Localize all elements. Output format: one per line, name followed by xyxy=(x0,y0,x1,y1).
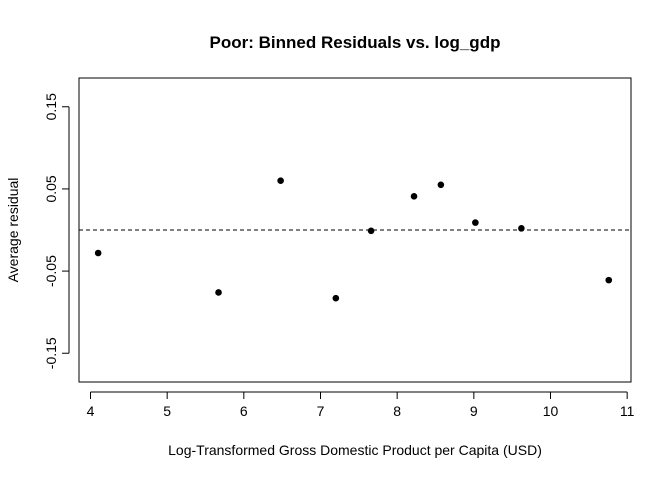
x-tick-label: 10 xyxy=(543,403,559,419)
data-point xyxy=(518,225,525,232)
y-tick-label: -0.05 xyxy=(43,255,59,287)
data-point xyxy=(215,289,222,296)
chart-title: Poor: Binned Residuals vs. log_gdp xyxy=(210,33,501,52)
x-tick-label: 6 xyxy=(240,403,248,419)
data-point xyxy=(332,294,340,302)
y-axis-label: Average residual xyxy=(5,178,21,283)
data-point xyxy=(410,193,418,200)
x-tick-label: 9 xyxy=(470,403,478,419)
data-points xyxy=(94,177,613,302)
x-tick-label: 7 xyxy=(317,403,325,419)
data-point xyxy=(94,249,102,257)
x-axis: 4 5 6 7 8 9 10 11 xyxy=(87,391,635,419)
x-tick-label: 11 xyxy=(620,403,635,419)
y-axis: -0.15 -0.05 0.05 0.15 xyxy=(43,93,70,369)
data-point xyxy=(605,276,613,284)
data-point xyxy=(472,219,479,226)
data-point xyxy=(437,181,445,189)
data-point xyxy=(367,227,375,235)
data-point xyxy=(277,177,284,185)
x-tick-label: 4 xyxy=(87,403,95,419)
x-tick-label: 8 xyxy=(393,403,401,419)
y-tick-label: 0.15 xyxy=(43,93,59,120)
y-tick-label: 0.05 xyxy=(43,175,59,202)
y-tick-label: -0.15 xyxy=(43,337,59,369)
x-axis-label: Log-Transformed Gross Domestic Product p… xyxy=(168,442,542,458)
x-tick-label: 5 xyxy=(163,403,171,419)
